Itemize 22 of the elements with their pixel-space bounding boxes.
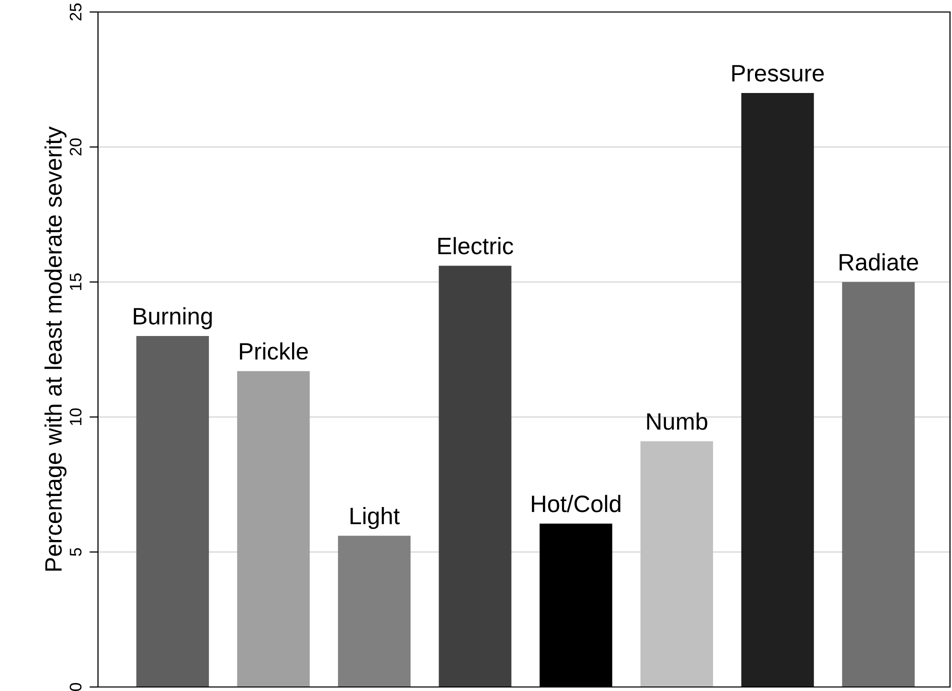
x-tick-label: Pressure bbox=[732, 65, 824, 82]
y-tick-label: 20 bbox=[70, 138, 82, 156]
bar bbox=[640, 441, 714, 687]
bar bbox=[237, 371, 310, 687]
y-tick-label: 25 bbox=[70, 3, 82, 20]
x-tick-label: Hot/Cold bbox=[532, 494, 620, 512]
y-tick-label: 5 bbox=[70, 548, 82, 556]
x-tick-label: Radiate bbox=[840, 253, 918, 271]
bar bbox=[438, 266, 512, 687]
bar bbox=[338, 536, 411, 687]
x-tick-label: Numb bbox=[647, 412, 708, 430]
x-tick-label: Prickle bbox=[240, 342, 308, 360]
x-tick-label: Light bbox=[350, 507, 400, 530]
y-tick-label: 10 bbox=[70, 408, 82, 425]
x-tick-label: Electric bbox=[438, 237, 514, 254]
bar bbox=[741, 93, 814, 687]
x-tick-label: Burning bbox=[134, 307, 212, 330]
y-axis-title: Percentage with at least moderate severity bbox=[44, 126, 66, 571]
y-tick-label: 0 bbox=[70, 683, 82, 691]
bar bbox=[842, 282, 915, 687]
bar bbox=[136, 336, 209, 687]
y-tick-label: 15 bbox=[70, 273, 82, 290]
